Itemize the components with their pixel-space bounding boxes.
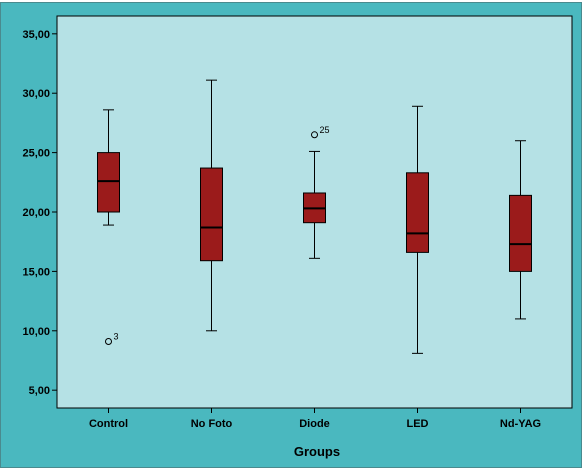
- x-axis-title: Groups: [294, 444, 340, 459]
- iqr-box: [97, 152, 120, 213]
- x-tick-label: Control: [89, 418, 128, 430]
- x-tick-label: LED: [407, 418, 429, 430]
- outlier-label: 25: [320, 125, 330, 135]
- y-axis: 5,00 10,00 15,00 20,00 25,00 30,00 35,00: [22, 29, 57, 397]
- x-tick-label: Nd-YAG: [500, 418, 541, 430]
- box-no-foto: [200, 79, 223, 332]
- box-control: 3: [97, 109, 120, 345]
- y-tick-label: 15,00: [22, 266, 50, 278]
- y-tick-label: 30,00: [22, 88, 50, 100]
- iqr-box: [406, 172, 429, 253]
- boxes-group: 3 25: [97, 79, 532, 354]
- box-nd-yag: [509, 140, 532, 320]
- iqr-box: [509, 194, 532, 272]
- x-axis: Control No Foto Diode LED Nd-YAG: [89, 408, 541, 430]
- y-tick-label: 10,00: [22, 326, 50, 338]
- y-tick-label: 20,00: [22, 207, 50, 219]
- outlier-point: [105, 337, 112, 345]
- box-diode: 25: [303, 125, 330, 259]
- y-tick-label: 35,00: [22, 29, 50, 41]
- outlier-point: [311, 131, 318, 139]
- box-led: [406, 105, 429, 354]
- y-tick-label: 5,00: [29, 385, 50, 397]
- outlier-label: 3: [114, 331, 119, 341]
- x-tick-label: Diode: [299, 418, 330, 430]
- iqr-box: [200, 167, 223, 262]
- x-tick-label: No Foto: [191, 418, 233, 430]
- y-tick-label: 25,00: [22, 148, 50, 160]
